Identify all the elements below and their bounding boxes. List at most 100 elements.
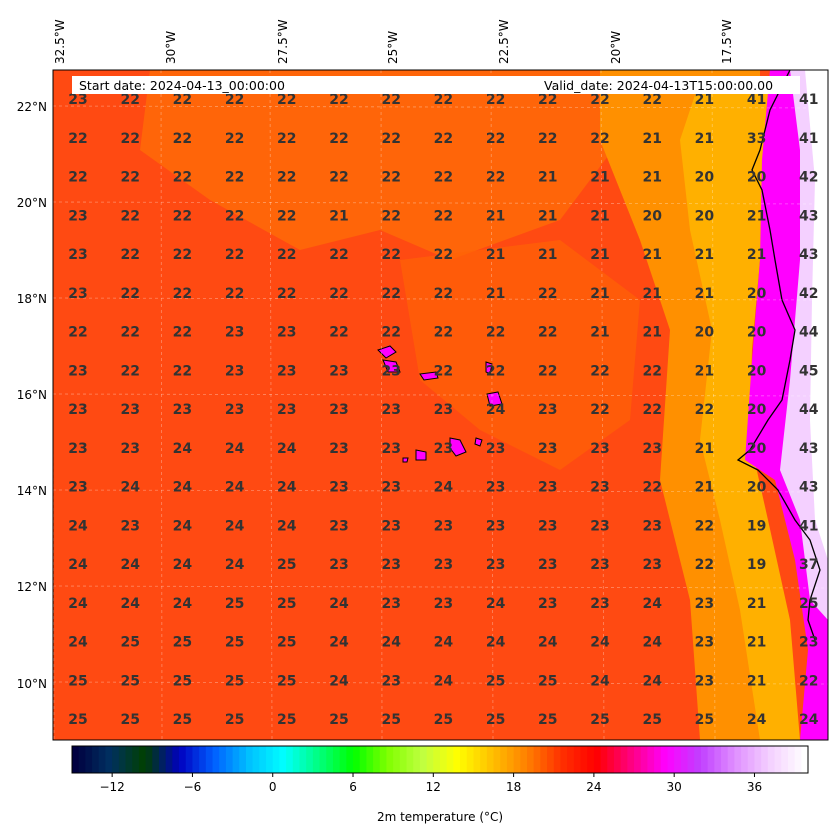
grid-value: 24 (642, 673, 662, 689)
grid-value: 23 (434, 441, 453, 457)
grid-value: 23 (538, 480, 557, 496)
colorbar-segment (640, 746, 648, 773)
grid-value: 33 (747, 131, 766, 147)
colorbar-segment (667, 746, 675, 773)
colorbar-segment (553, 746, 561, 773)
grid-value: 44 (799, 402, 819, 418)
grid-value: 22 (120, 208, 139, 224)
grid-value: 22 (68, 325, 87, 341)
grid-value: 25 (329, 712, 348, 728)
grid-value: 22 (381, 92, 400, 108)
grid-value: 24 (225, 480, 245, 496)
grid-value: 21 (486, 208, 505, 224)
longitude-label: 17.5°W (720, 19, 734, 64)
colorbar-segment (373, 746, 381, 773)
grid-value: 23 (590, 441, 609, 457)
grid-value: 23 (68, 363, 87, 379)
colorbar-segment (526, 746, 535, 773)
latitude-label: 14°N (17, 484, 47, 498)
colorbar-segment (486, 746, 495, 773)
grid-value: 23 (277, 325, 296, 341)
grid-value: 23 (590, 596, 609, 612)
colorbar-segment (132, 746, 140, 773)
grid-value: 21 (747, 673, 766, 689)
grid-value: 21 (642, 131, 661, 147)
grid-value: 23 (329, 557, 348, 573)
colorbar-segment (794, 746, 802, 773)
colorbar-segment (727, 746, 735, 773)
grid-value: 23 (225, 363, 244, 379)
colorbar-segment (172, 746, 180, 773)
grid-value: 21 (747, 596, 766, 612)
grid-value: 23 (538, 557, 557, 573)
grid-value: 24 (434, 635, 454, 651)
grid-value: 23 (695, 635, 714, 651)
grid-value: 22 (329, 286, 348, 302)
grid-value: 25 (590, 712, 609, 728)
grid-value: 22 (434, 131, 453, 147)
grid-value: 23 (225, 402, 244, 418)
grid-value: 21 (642, 247, 661, 263)
colorbar-tick-label: 6 (349, 780, 357, 794)
colorbar-segment (761, 746, 769, 773)
grid-value: 25 (225, 596, 244, 612)
grid-value: 25 (68, 673, 87, 689)
grid-value: 41 (799, 518, 818, 534)
longitude-labels: 32.5°W 30°W 27.5°W 25°W 22.5°W 20°W 17.5°W (53, 19, 734, 64)
colorbar-segment (199, 746, 207, 773)
colorbar-segment (747, 746, 755, 773)
grid-value: 25 (225, 673, 244, 689)
grid-value: 41 (799, 131, 818, 147)
grid-value: 22 (225, 208, 244, 224)
grid-value: 25 (642, 712, 661, 728)
grid-value: 25 (486, 673, 505, 689)
colorbar-tick-label: 36 (747, 780, 762, 794)
grid-value: 22 (173, 170, 192, 186)
colorbar-segment (426, 746, 434, 773)
grid-value: 23 (434, 518, 453, 534)
grid-value: 25 (277, 557, 296, 573)
colorbar-segment (741, 746, 749, 773)
grid-value: 25 (120, 635, 139, 651)
grid-value: 23 (590, 518, 609, 534)
colorbar-segment (647, 746, 655, 773)
grid-value: 25 (538, 673, 557, 689)
grid-value: 20 (695, 170, 715, 186)
grid-value: 22 (434, 170, 453, 186)
grid-value: 23 (381, 518, 400, 534)
colorbar-segment (92, 746, 100, 773)
grid-value: 25 (538, 712, 557, 728)
colorbar-segment (593, 746, 602, 773)
grid-value: 25 (277, 596, 296, 612)
colorbar-segment (714, 746, 722, 773)
grid-value: 21 (695, 480, 714, 496)
grid-value: 21 (590, 208, 609, 224)
colorbar-segment (627, 746, 635, 773)
colorbar-segment (419, 746, 428, 773)
colorbar-segment (312, 746, 321, 773)
colorbar-segment (801, 746, 809, 773)
colorbar-segment (118, 746, 127, 773)
colorbar-segment (480, 746, 488, 773)
grid-value: 42 (799, 170, 818, 186)
colorbar-segment (781, 746, 789, 773)
grid-value: 22 (434, 325, 453, 341)
colorbar-segment (112, 746, 120, 773)
colorbar-segment (78, 746, 86, 773)
colorbar-segment (580, 746, 588, 773)
colorbar-segment (346, 746, 354, 773)
colorbar-segment (767, 746, 776, 773)
colorbar-frame (71, 745, 809, 774)
grid-value: 20 (747, 441, 767, 457)
colorbar-segment (272, 746, 280, 773)
colorbar-segment (145, 746, 153, 773)
grid-value: 21 (590, 325, 609, 341)
colorbar-tick-label: 12 (426, 780, 441, 794)
colorbar-segment (680, 746, 689, 773)
colorbar-segment (660, 746, 668, 773)
colorbar-segment (393, 746, 401, 773)
longitude-label: 22.5°W (497, 19, 511, 64)
colorbar-tick-label: 18 (506, 780, 521, 794)
colorbar-segment (613, 746, 622, 773)
colorbar-segment (500, 746, 508, 773)
